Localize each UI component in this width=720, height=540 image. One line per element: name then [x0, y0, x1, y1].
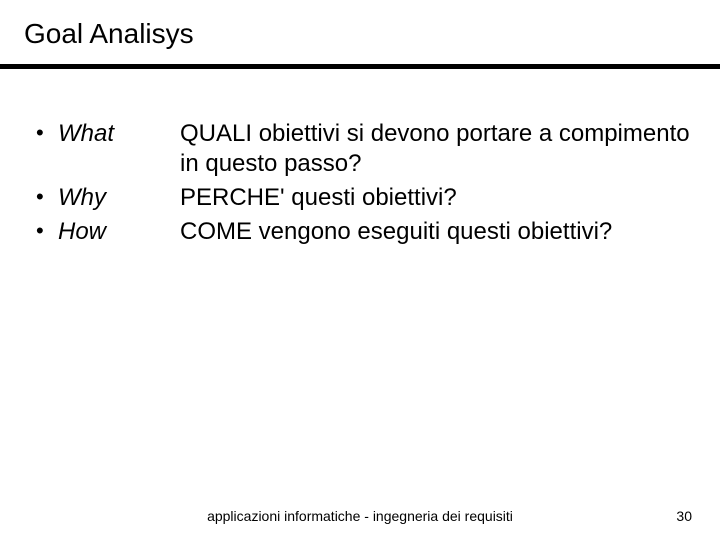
item-description: QUALI obiettivi si devono portare a comp…: [180, 119, 690, 179]
item-description: COME vengono eseguiti questi obiettivi?: [180, 217, 690, 247]
bullet-label: How: [58, 217, 106, 247]
list-item: • What QUALI obiettivi si devono portare…: [30, 119, 690, 179]
bullet-label: What: [58, 119, 114, 149]
list-item: • Why PERCHE' questi obiettivi?: [30, 183, 690, 213]
page-number: 30: [676, 508, 692, 524]
body-area: • What QUALI obiettivi si devono portare…: [0, 69, 720, 247]
bullet-col: • How: [30, 217, 180, 247]
footer-text: applicazioni informatiche - ingegneria d…: [207, 508, 513, 524]
slide-title: Goal Analisys: [24, 18, 720, 50]
bullet-col: • Why: [30, 183, 180, 213]
list-item: • How COME vengono eseguiti questi obiet…: [30, 217, 690, 247]
bullet-col: • What: [30, 119, 180, 149]
bullet-icon: •: [30, 119, 58, 147]
bullet-icon: •: [30, 217, 58, 245]
footer: applicazioni informatiche - ingegneria d…: [0, 508, 720, 524]
bullet-icon: •: [30, 183, 58, 211]
item-description: PERCHE' questi obiettivi?: [180, 183, 690, 213]
bullet-label: Why: [58, 183, 106, 213]
slide: Goal Analisys • What QUALI obiettivi si …: [0, 0, 720, 540]
title-area: Goal Analisys: [0, 0, 720, 58]
